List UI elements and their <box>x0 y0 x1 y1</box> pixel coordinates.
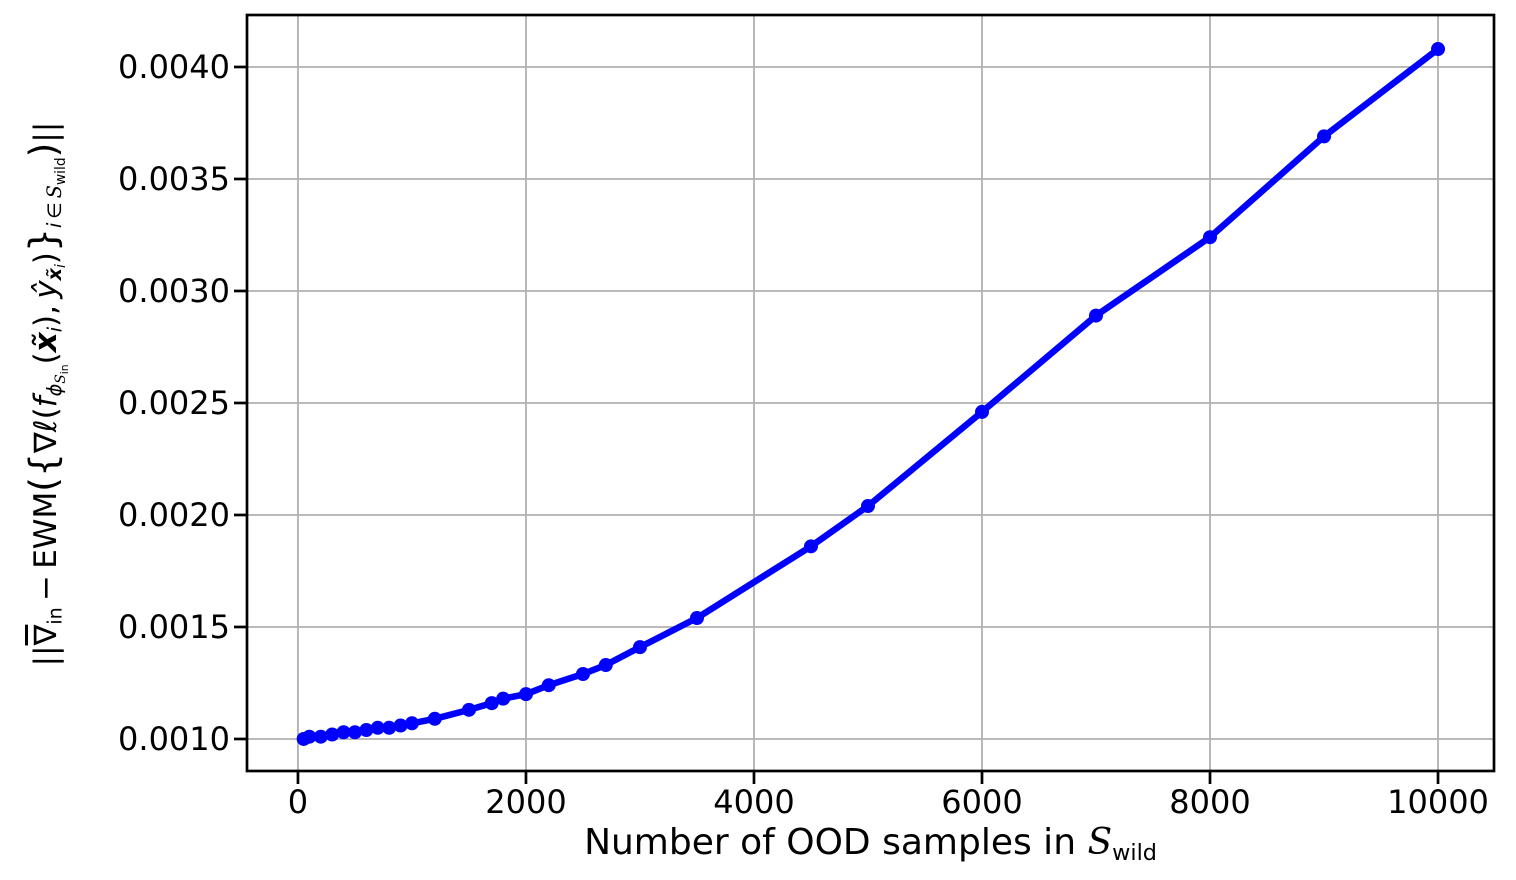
data-point-marker <box>313 729 328 744</box>
data-point-marker <box>302 729 317 744</box>
data-point-marker <box>336 725 351 740</box>
x-tick-label: 4000 <box>713 783 794 821</box>
data-point-marker <box>860 499 875 514</box>
data-point-marker <box>496 691 511 706</box>
series-line <box>300 45 1442 743</box>
grid-lines <box>247 15 1494 771</box>
data-point-marker <box>803 539 818 554</box>
data-point-marker <box>393 718 408 733</box>
y-axis-label: ||∇in − EWM({∇ℓ(fϕSin(x̃i), ŷx̃i)}i ∈ S… <box>21 121 72 667</box>
data-point-marker <box>325 727 340 742</box>
y-tick-label: 0.0025 <box>118 384 230 422</box>
tick-labels: 0 2000 4000 6000 8000 10000 0.0010 0.0015 0.0020… <box>118 48 1489 821</box>
x-tick-label: 8000 <box>1169 783 1250 821</box>
data-point-marker <box>575 667 590 682</box>
data-point-marker <box>632 640 647 655</box>
data-series <box>296 42 1446 746</box>
x-axis-label: Number of OOD samples in Swild <box>584 822 1157 867</box>
data-point-marker <box>541 678 556 693</box>
data-point-marker <box>484 696 499 711</box>
y-tick-label: 0.0040 <box>118 48 230 86</box>
x-tick-label: 10000 <box>1387 783 1489 821</box>
y-tick-label: 0.0020 <box>118 496 230 534</box>
data-point-marker <box>1317 129 1332 144</box>
y-tick-label: 0.0035 <box>118 160 230 198</box>
y-tick-label: 0.0015 <box>118 608 230 646</box>
data-point-marker <box>347 725 362 740</box>
y-tick-label: 0.0030 <box>118 272 230 310</box>
plot-border <box>245 13 1496 773</box>
data-point-marker <box>404 716 419 731</box>
data-point-marker <box>1431 42 1446 57</box>
x-tick-label: 0 <box>288 783 308 821</box>
data-point-marker <box>689 611 704 626</box>
data-point-marker <box>359 723 374 738</box>
data-point-marker <box>1203 230 1218 245</box>
data-point-marker <box>974 404 989 419</box>
data-point-marker <box>461 702 476 717</box>
data-point-marker <box>382 720 397 735</box>
data-point-marker <box>370 720 385 735</box>
data-point-marker <box>1089 308 1104 323</box>
x-tick-label: 2000 <box>485 783 566 821</box>
data-point-marker <box>598 658 613 673</box>
x-tick-label: 6000 <box>941 783 1022 821</box>
data-point-marker <box>518 687 533 702</box>
axis-ticks <box>234 65 1440 784</box>
y-tick-label: 0.0010 <box>118 720 230 758</box>
data-point-marker <box>427 711 442 726</box>
series-markers <box>296 42 1446 746</box>
